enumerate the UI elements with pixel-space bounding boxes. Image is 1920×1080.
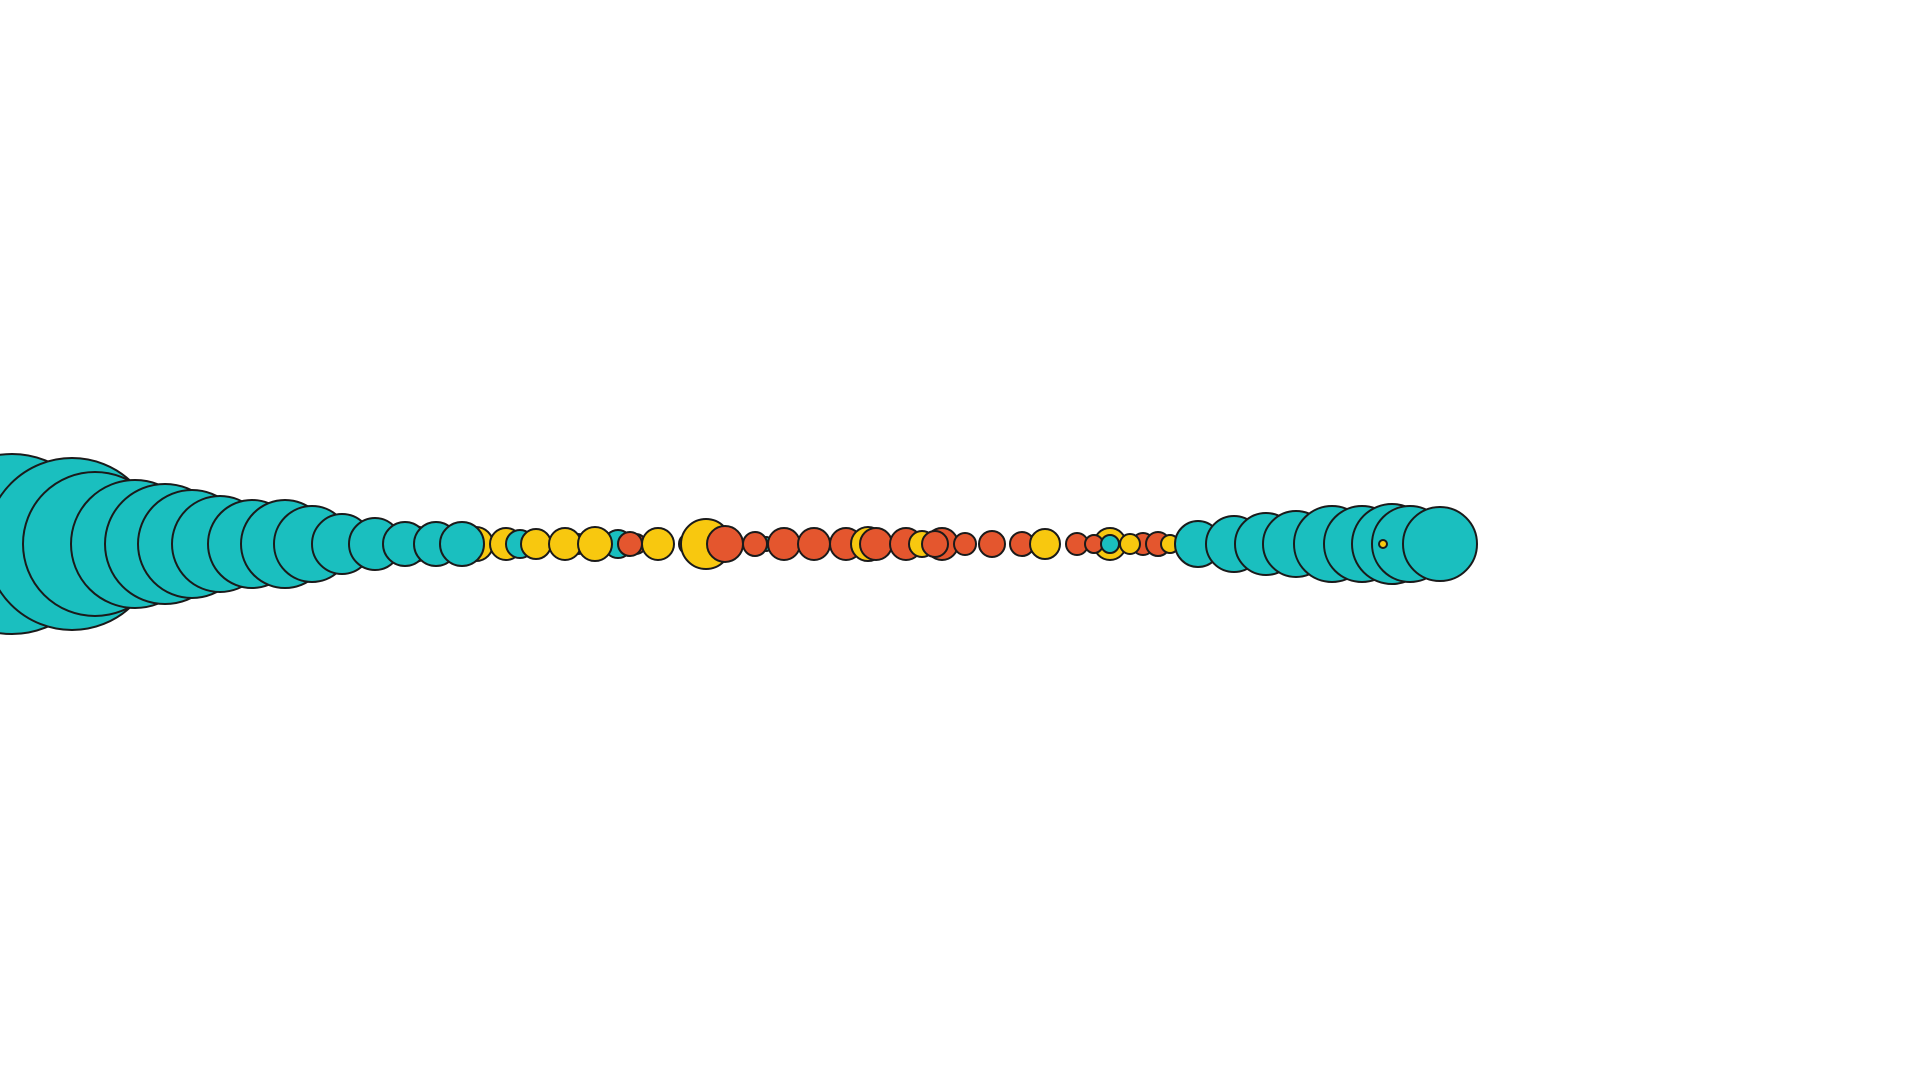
teal-circle [439,521,485,567]
orange-circle [953,532,977,556]
orange-circle [617,531,643,557]
orange-circle [978,530,1006,558]
yellow-circle [1029,528,1061,560]
teal-circle [1100,534,1120,554]
orange-circle [859,527,893,561]
bubble-chain [0,453,1478,635]
teal-circle [1402,506,1478,582]
yellow-circle [1378,539,1388,549]
orange-circle [921,530,949,558]
yellow-circle [1119,533,1141,555]
yellow-circle [520,528,552,560]
orange-circle [742,531,768,557]
orange-circle [767,527,801,561]
orange-circle [797,527,831,561]
yellow-circle [641,527,675,561]
orange-circle [706,525,744,563]
yellow-circle [577,526,613,562]
yellow-circle [548,527,582,561]
